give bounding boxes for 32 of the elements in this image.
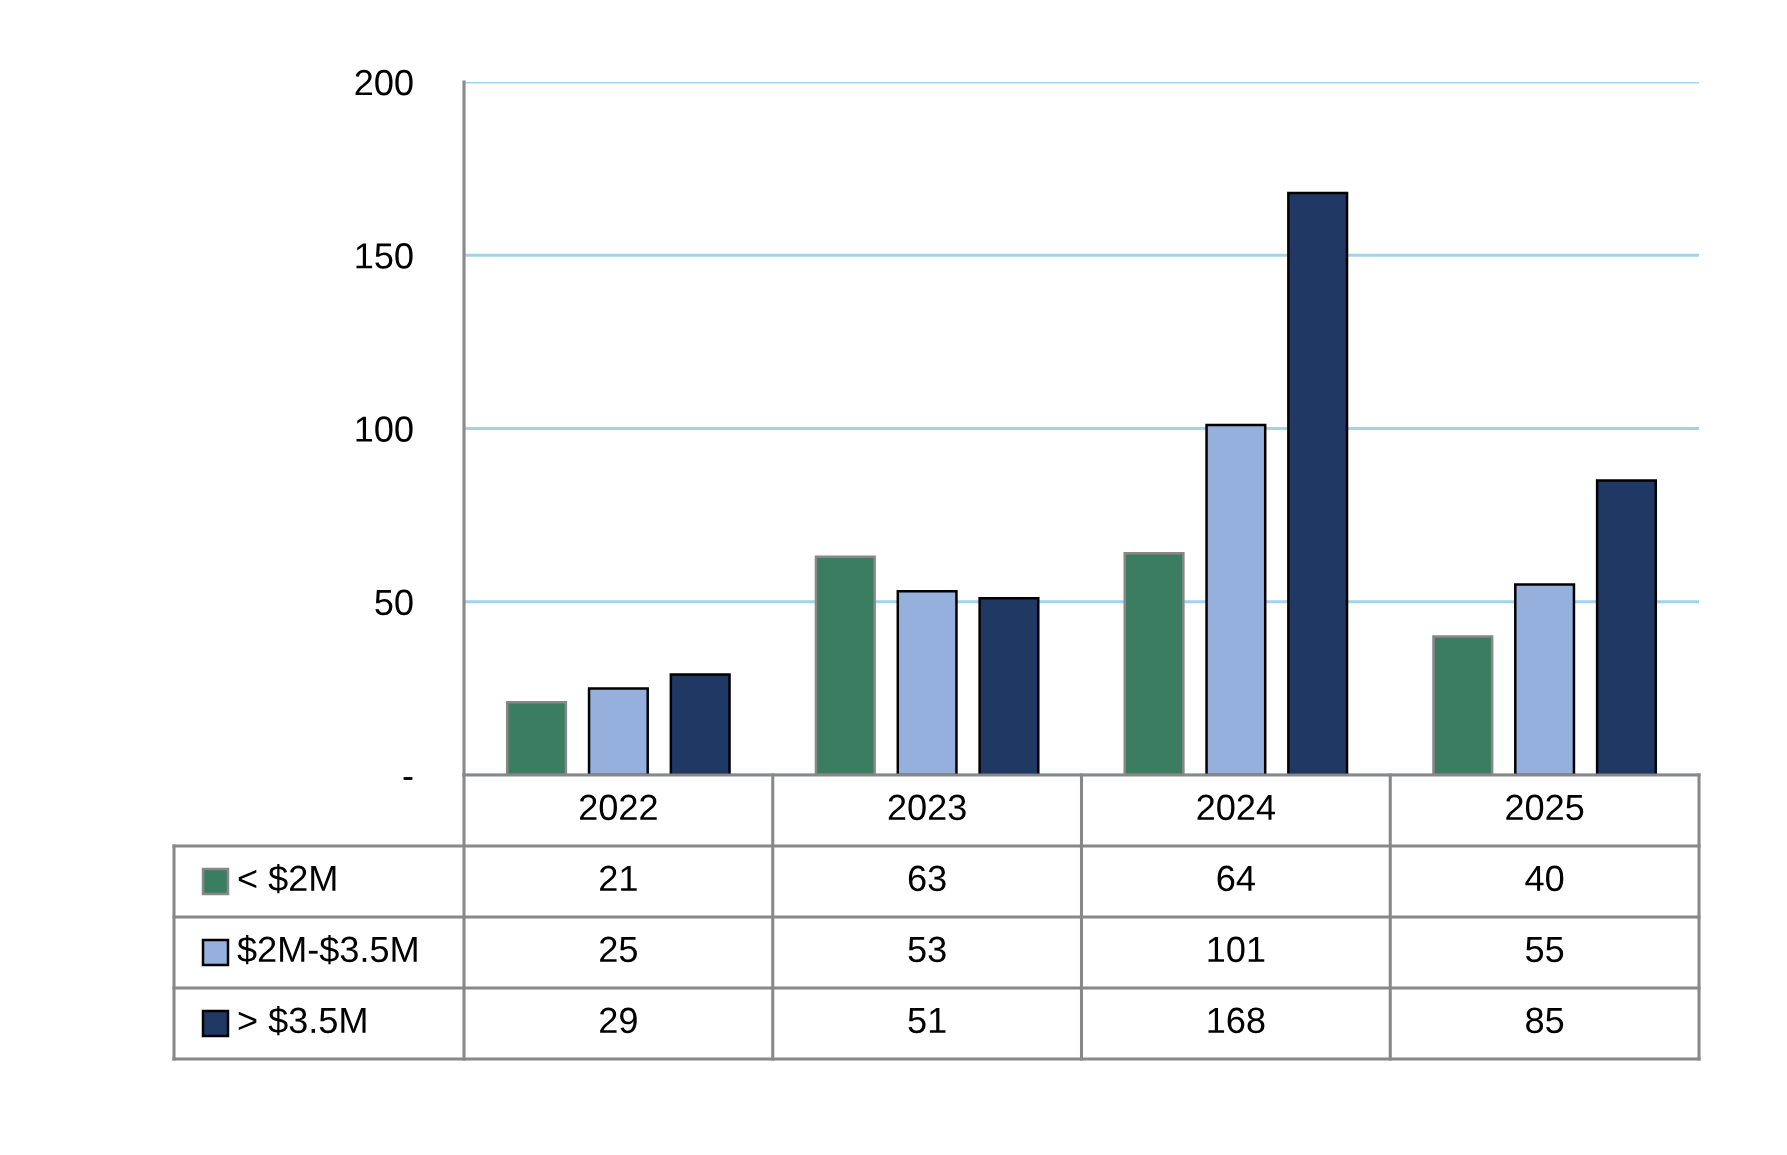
data-label: 25 — [600, 936, 637, 963]
legend-label: > $3.5M — [238, 1006, 366, 1036]
x-tick-label: 2022 — [580, 794, 657, 821]
bar — [587, 687, 649, 775]
y-tick-label: - — [403, 777, 413, 780]
data-label: 85 — [1526, 1007, 1564, 1034]
y-tick-label: 100 — [356, 416, 413, 442]
data-label: 64 — [1217, 865, 1255, 892]
x-tick-label: 2025 — [1506, 794, 1584, 821]
y-tick-label: 150 — [356, 243, 413, 269]
data-label: 101 — [1208, 936, 1265, 963]
data-label: 55 — [1525, 936, 1564, 963]
bar — [1205, 423, 1267, 775]
y-tick-label: 200 — [355, 69, 413, 96]
bar — [896, 590, 958, 775]
x-tick-label: 2024 — [1197, 794, 1275, 821]
bar — [1287, 191, 1349, 775]
bar — [669, 673, 731, 775]
data-label: 21 — [600, 865, 637, 891]
x-tick-label: 2023 — [888, 794, 966, 821]
data-label: 29 — [600, 1007, 637, 1034]
y-tick-label: 50 — [375, 589, 413, 616]
bar — [1514, 583, 1576, 775]
data-label: 51 — [908, 1007, 946, 1034]
legend-label: $2M-$3.5M — [237, 935, 417, 965]
legend-label: < $2M — [238, 864, 336, 894]
bar — [1595, 479, 1658, 775]
data-label: 53 — [908, 936, 946, 963]
bar — [978, 597, 1040, 775]
data-label: 63 — [908, 865, 946, 892]
data-label: 168 — [1208, 1007, 1265, 1034]
data-label: 40 — [1525, 865, 1564, 892]
